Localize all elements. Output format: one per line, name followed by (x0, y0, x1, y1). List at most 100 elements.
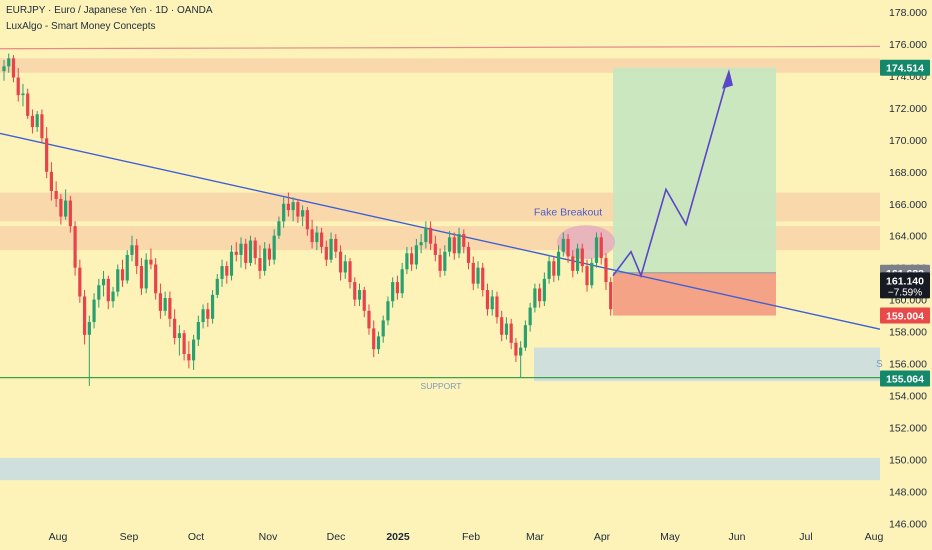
candle (73, 221, 77, 276)
candle (329, 232, 333, 263)
candle (590, 258, 594, 289)
candle-body (206, 309, 210, 319)
price-label-box (880, 272, 930, 299)
candle (552, 256, 556, 283)
candle-body (495, 296, 499, 318)
candle-body (244, 243, 248, 263)
candle (11, 55, 16, 83)
candle-body (519, 347, 523, 356)
candle (319, 227, 324, 254)
candle-body (177, 333, 181, 338)
stop-loss-zone (613, 272, 776, 316)
candle-body (372, 328, 376, 350)
candle (542, 272, 546, 307)
candle (391, 277, 395, 308)
candle-body (220, 266, 224, 279)
candle (116, 264, 120, 297)
candle (324, 240, 328, 267)
candle-body (26, 93, 30, 116)
price-tick-label: 168.000 (889, 167, 927, 179)
price-tick-label: 154.000 (889, 391, 927, 403)
candle (372, 320, 376, 358)
candle-body (348, 261, 352, 283)
candle (7, 53, 11, 73)
price-label-box (880, 59, 930, 76)
candle-body (542, 278, 546, 302)
candle (343, 254, 347, 279)
candle-body (201, 309, 205, 323)
candle (229, 245, 234, 281)
candle-body (547, 261, 551, 279)
candle-body (30, 115, 35, 128)
candle (367, 304, 371, 335)
candle-body (561, 238, 565, 252)
candle-body (509, 323, 513, 343)
candle-body (476, 267, 480, 284)
candle-body (471, 262, 475, 284)
candle (301, 205, 305, 227)
candle (447, 230, 452, 257)
candle (519, 341, 523, 378)
candle (92, 293, 96, 329)
candle (466, 242, 471, 270)
candle (163, 291, 167, 316)
candle (490, 290, 494, 316)
time-tick-label: Apr (594, 531, 611, 543)
time-tick-label: 2025 (386, 531, 410, 543)
projection-arrowhead (722, 69, 733, 89)
candle (438, 248, 442, 278)
candle (239, 237, 243, 268)
time-tick-label: Jun (729, 531, 746, 543)
candle-body (362, 290, 366, 311)
candle (296, 198, 300, 223)
candle-body (258, 258, 262, 271)
price-tick-label: 150.000 (889, 454, 927, 466)
candle-body (329, 238, 333, 260)
candle-body (234, 251, 238, 255)
candle-body (120, 269, 125, 281)
candle-body (319, 232, 324, 247)
candle (154, 258, 158, 300)
candle-body (334, 238, 338, 252)
candle-body (296, 202, 300, 217)
candle (571, 250, 575, 278)
indicator-name[interactable]: LuxAlgo - Smart Money Concepts (6, 21, 156, 32)
price-tick-label: 166.000 (889, 199, 927, 211)
candle (253, 237, 257, 265)
candle-body (533, 288, 537, 308)
candle-body (353, 282, 357, 300)
candle-body (92, 299, 96, 323)
candle (272, 229, 276, 265)
candle-body (272, 235, 276, 260)
candle (561, 232, 565, 257)
candle-body (210, 294, 215, 319)
candle-body (538, 288, 542, 302)
descending-trendline (0, 132, 881, 330)
candle (443, 245, 447, 276)
target-zone (613, 67, 776, 273)
candle (106, 275, 110, 310)
candle (177, 325, 181, 356)
candle-body (466, 246, 471, 263)
candle-body (45, 138, 49, 172)
candle (609, 277, 613, 316)
price-label-text: 155.064 (886, 374, 924, 386)
candle (201, 304, 205, 329)
candle-body (192, 339, 196, 361)
candle (97, 278, 101, 308)
candle (111, 286, 115, 308)
time-axis[interactable]: Aug Sep Oct Nov Dec 2025 Feb Mar Apr May Jun Jul Aug (49, 531, 884, 543)
candle (410, 246, 414, 271)
candle-body (500, 317, 504, 335)
candle (457, 227, 461, 259)
candle (362, 286, 366, 318)
price-tick-label: 156.000 (889, 359, 927, 371)
candle-body (106, 278, 110, 302)
demand-zone (534, 347, 880, 382)
candle (244, 238, 248, 270)
candle-body (604, 258, 608, 283)
candle (173, 309, 177, 345)
candle-body (130, 245, 134, 255)
candle (64, 189, 68, 220)
